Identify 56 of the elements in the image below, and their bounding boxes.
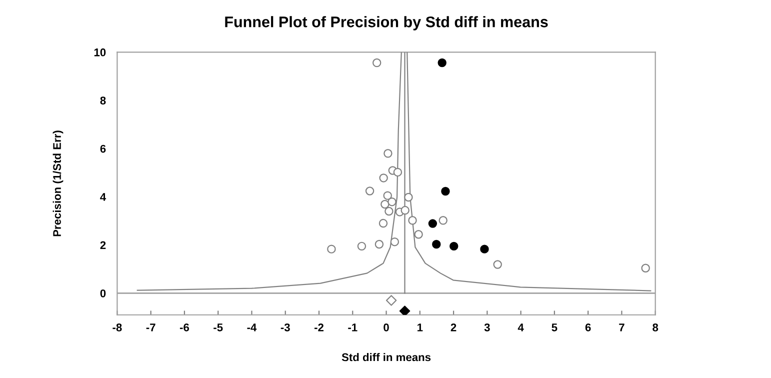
point (408, 216, 417, 225)
x-tick-label: 3 (484, 324, 490, 332)
point (380, 200, 390, 209)
point (428, 219, 438, 228)
point (384, 206, 394, 216)
x-tick-label: 8 (652, 324, 658, 332)
point (641, 264, 650, 272)
point (390, 237, 400, 246)
point (404, 192, 413, 202)
x-tick-label: 5 (552, 324, 558, 332)
point (400, 206, 410, 215)
x-tick-label: -7 (146, 324, 156, 332)
x-tick-label: -4 (247, 324, 257, 332)
y-axis-title: Precision (1/Std Err) (52, 130, 64, 236)
line-series (136, 52, 402, 291)
point (438, 58, 446, 68)
y-tick-label: 0 (100, 289, 106, 298)
point (493, 260, 502, 269)
point (414, 230, 423, 239)
point (432, 240, 441, 249)
point (379, 174, 388, 182)
chart-title: Funnel Plot of Precision by Std diff in means (225, 16, 548, 30)
x-tick-label: 7 (619, 324, 624, 332)
x-tick-label: 6 (585, 324, 591, 332)
x-tick-label: -5 (214, 324, 223, 332)
point (438, 216, 448, 225)
point (365, 186, 374, 196)
point (399, 306, 410, 315)
point (386, 295, 397, 306)
x-tick-label: 0 (384, 324, 389, 332)
y-tick-label: 4 (100, 193, 106, 201)
x-tick-label: 2 (450, 324, 456, 332)
point (480, 244, 489, 254)
point (393, 168, 402, 177)
x-tick-label: 1 (418, 324, 423, 332)
point (388, 197, 396, 206)
y-tick-label: 10 (94, 48, 106, 56)
x-tick-label: -2 (314, 324, 324, 332)
y-tick-label: 6 (100, 144, 106, 153)
point (372, 58, 382, 68)
point (327, 244, 336, 254)
x-tick-label: -6 (180, 324, 189, 332)
y-tick-label: 8 (100, 96, 106, 105)
x-axis-title: Std diff in means (342, 353, 431, 362)
point (384, 149, 392, 158)
x-tick-label: -1 (348, 324, 358, 332)
y-tick-label: 2 (100, 241, 106, 250)
x-tick-label: -3 (280, 324, 290, 332)
x-tick-label: 4 (518, 324, 524, 332)
x-tick-label: -8 (112, 324, 122, 332)
point (374, 240, 384, 249)
point (357, 242, 366, 251)
point (441, 186, 450, 196)
point (450, 242, 458, 251)
point (378, 218, 388, 228)
point (383, 191, 392, 200)
